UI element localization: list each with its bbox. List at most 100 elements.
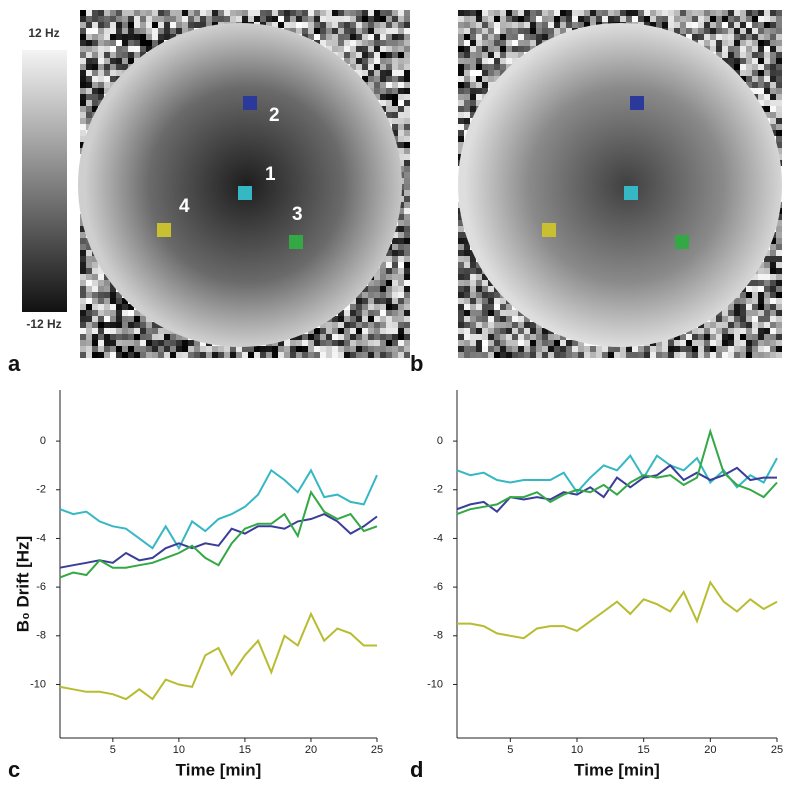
- noise-pixel: [104, 52, 110, 58]
- noise-pixel: [470, 52, 476, 58]
- noise-pixel: [314, 34, 320, 40]
- noise-pixel: [404, 280, 410, 286]
- noise-pixel: [194, 340, 200, 346]
- noise-pixel: [308, 22, 314, 28]
- noise-pixel: [386, 40, 392, 46]
- noise-pixel: [722, 16, 728, 22]
- noise-pixel: [644, 346, 650, 352]
- noise-pixel: [140, 46, 146, 52]
- noise-pixel: [560, 352, 566, 358]
- noise-pixel: [512, 352, 518, 358]
- noise-pixel: [356, 70, 362, 76]
- noise-pixel: [758, 298, 764, 304]
- noise-pixel: [134, 316, 140, 322]
- noise-pixel: [728, 304, 734, 310]
- noise-pixel: [92, 334, 98, 340]
- noise-pixel: [158, 10, 164, 16]
- noise-pixel: [710, 334, 716, 340]
- noise-pixel: [386, 82, 392, 88]
- noise-pixel: [770, 334, 776, 340]
- noise-pixel: [740, 322, 746, 328]
- noise-pixel: [674, 340, 680, 346]
- noise-pixel: [590, 16, 596, 22]
- noise-pixel: [752, 298, 758, 304]
- noise-pixel: [542, 340, 548, 346]
- noise-pixel: [572, 16, 578, 22]
- noise-pixel: [308, 352, 314, 358]
- noise-pixel: [776, 322, 782, 328]
- noise-pixel: [530, 16, 536, 22]
- noise-pixel: [224, 10, 230, 16]
- noise-pixel: [734, 352, 740, 358]
- noise-pixel: [302, 352, 308, 358]
- noise-pixel: [140, 22, 146, 28]
- noise-pixel: [770, 100, 776, 106]
- noise-pixel: [752, 340, 758, 346]
- noise-pixel: [338, 10, 344, 16]
- noise-pixel: [680, 352, 686, 358]
- noise-pixel: [332, 22, 338, 28]
- noise-pixel: [476, 100, 482, 106]
- noise-pixel: [260, 352, 266, 358]
- noise-pixel: [776, 118, 782, 124]
- noise-pixel: [110, 10, 116, 16]
- noise-pixel: [98, 82, 104, 88]
- noise-pixel: [752, 76, 758, 82]
- noise-pixel: [92, 310, 98, 316]
- noise-pixel: [512, 322, 518, 328]
- noise-pixel: [404, 226, 410, 232]
- noise-pixel: [404, 286, 410, 292]
- roi: [238, 186, 252, 200]
- noise-pixel: [392, 16, 398, 22]
- noise-pixel: [620, 16, 626, 22]
- noise-pixel: [494, 328, 500, 334]
- noise-pixel: [494, 334, 500, 340]
- noise-pixel: [404, 184, 410, 190]
- noise-pixel: [404, 172, 410, 178]
- noise-pixel: [542, 10, 548, 16]
- noise-pixel: [86, 328, 92, 334]
- noise-pixel: [194, 352, 200, 358]
- noise-pixel: [104, 352, 110, 358]
- noise-pixel: [548, 340, 554, 346]
- noise-pixel: [458, 298, 464, 304]
- noise-pixel: [164, 346, 170, 352]
- noise-pixel: [494, 28, 500, 34]
- noise-pixel: [392, 268, 398, 274]
- noise-pixel: [182, 340, 188, 346]
- noise-pixel: [746, 52, 752, 58]
- noise-pixel: [80, 274, 86, 280]
- noise-pixel: [92, 286, 98, 292]
- noise-pixel: [770, 352, 776, 358]
- noise-pixel: [758, 286, 764, 292]
- noise-pixel: [404, 310, 410, 316]
- noise-pixel: [110, 28, 116, 34]
- noise-pixel: [320, 34, 326, 40]
- noise-pixel: [608, 16, 614, 22]
- noise-pixel: [776, 22, 782, 28]
- noise-pixel: [152, 352, 158, 358]
- noise-pixel: [350, 328, 356, 334]
- noise-pixel: [524, 322, 530, 328]
- noise-pixel: [254, 352, 260, 358]
- noise-pixel: [710, 328, 716, 334]
- noise-pixel: [518, 16, 524, 22]
- noise-pixel: [590, 22, 596, 28]
- noise-pixel: [542, 28, 548, 34]
- noise-pixel: [578, 340, 584, 346]
- noise-pixel: [392, 328, 398, 334]
- noise-pixel: [770, 52, 776, 58]
- noise-pixel: [104, 64, 110, 70]
- noise-pixel: [494, 64, 500, 70]
- noise-pixel: [182, 346, 188, 352]
- noise-pixel: [728, 10, 734, 16]
- noise-pixel: [338, 28, 344, 34]
- noise-pixel: [152, 346, 158, 352]
- noise-pixel: [104, 298, 110, 304]
- noise-pixel: [524, 46, 530, 52]
- noise-pixel: [248, 16, 254, 22]
- noise-pixel: [776, 112, 782, 118]
- noise-pixel: [464, 58, 470, 64]
- noise-pixel: [728, 64, 734, 70]
- noise-pixel: [776, 148, 782, 154]
